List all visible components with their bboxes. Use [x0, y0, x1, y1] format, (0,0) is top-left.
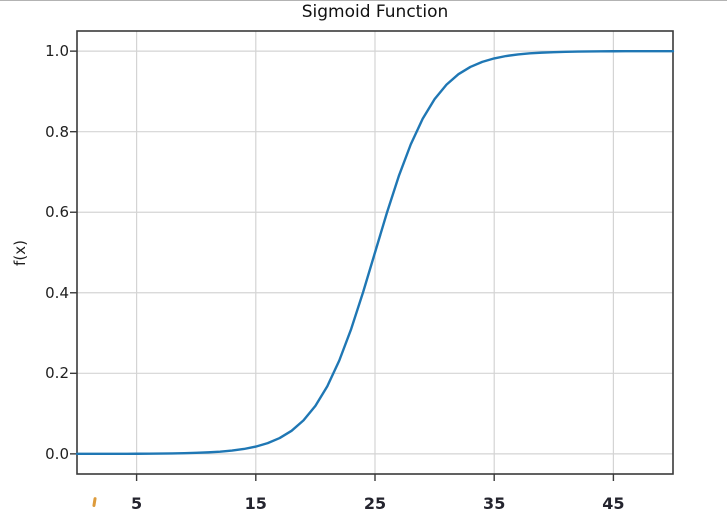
- chart-title: Sigmoid Function: [301, 2, 449, 22]
- y-tick-label: 0.0: [45, 444, 69, 463]
- y-tick-label: 0.6: [45, 203, 69, 222]
- y-axis-label: f(x): [11, 240, 29, 266]
- y-tick-label: 0.8: [45, 122, 69, 141]
- sigmoid-curve: [75, 49, 675, 456]
- x-tick-label: 35: [483, 494, 506, 513]
- plot-frame: [76, 30, 674, 475]
- y-tick-label: 0.2: [45, 364, 69, 383]
- y-tick-label: 0.4: [45, 283, 69, 302]
- y-tick-label: 1.0: [45, 42, 69, 61]
- x-tick-label: 45: [602, 494, 625, 513]
- x-tick-label: 15: [244, 494, 267, 513]
- x-tick-label: 5: [131, 494, 143, 513]
- axis-ticks: [70, 50, 615, 481]
- x-tick-label: 25: [363, 494, 387, 513]
